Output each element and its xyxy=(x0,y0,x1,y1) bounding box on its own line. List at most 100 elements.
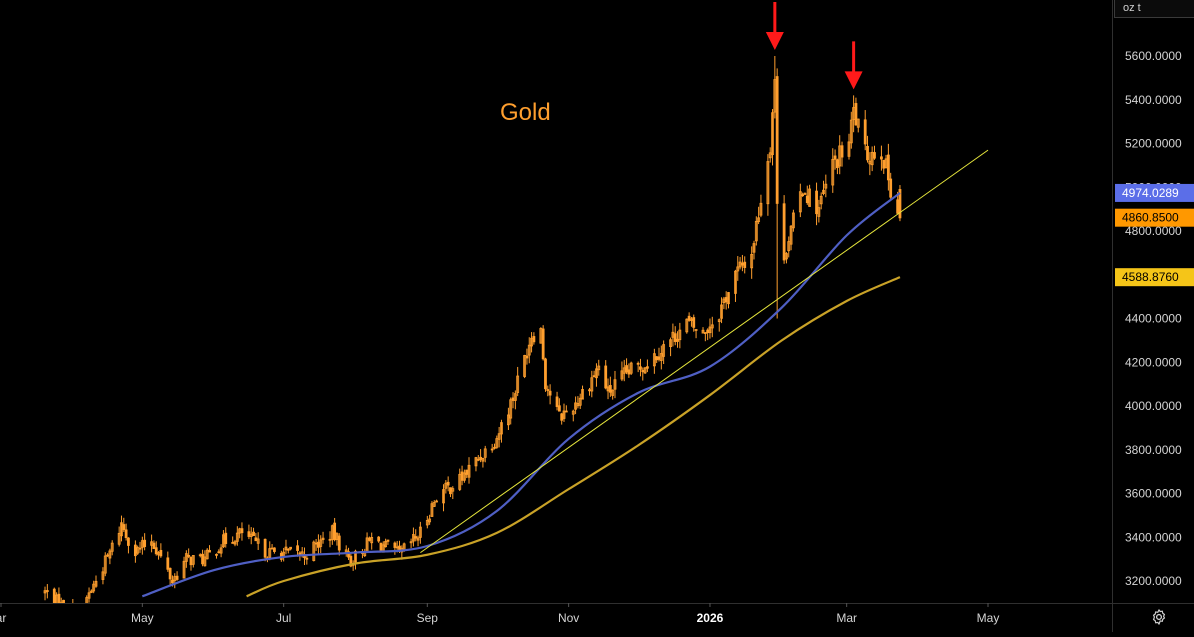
candle-body xyxy=(101,571,105,580)
candle-body xyxy=(678,329,682,341)
candle-body xyxy=(215,553,218,556)
unit-label[interactable]: oz t xyxy=(1114,0,1194,18)
candle-body xyxy=(224,532,228,545)
candle-body xyxy=(203,556,207,567)
candle-body xyxy=(414,536,418,539)
candle-body xyxy=(808,188,811,207)
candle-body xyxy=(706,329,710,334)
candle-body xyxy=(571,410,575,415)
candle-body xyxy=(74,606,76,617)
candle-body xyxy=(608,385,612,393)
candle-body xyxy=(127,537,130,546)
candle-body xyxy=(367,537,371,541)
arrow-head-2 xyxy=(844,71,863,90)
candle-body xyxy=(386,539,390,542)
y-tick-label: 4800.0000 xyxy=(1125,224,1182,238)
candle-body xyxy=(377,536,381,542)
candle-body xyxy=(866,145,869,161)
candle-body xyxy=(822,189,825,194)
gear-icon[interactable] xyxy=(1150,608,1168,626)
candle-body xyxy=(272,547,276,552)
x-tick-label: ar xyxy=(0,611,6,625)
candle-body xyxy=(787,241,791,252)
candle-body xyxy=(465,469,469,475)
candle-body xyxy=(231,542,235,544)
candle-body xyxy=(159,549,163,557)
candle-body xyxy=(205,549,209,560)
candle-body xyxy=(771,112,774,155)
y-tick-label: 4200.0000 xyxy=(1125,355,1182,369)
candle-body xyxy=(849,119,853,144)
candle-body xyxy=(836,159,839,169)
candle-body xyxy=(393,542,397,548)
candle-body xyxy=(217,551,221,554)
candle-body xyxy=(701,329,705,334)
price-badge-label-1: 4974.0289 xyxy=(1122,186,1179,200)
candle-body xyxy=(886,154,890,181)
x-tick-label: Nov xyxy=(558,611,579,625)
x-tick-label: Mar xyxy=(836,611,857,625)
candle-body xyxy=(882,159,886,169)
candle-body xyxy=(708,326,712,334)
candle-body xyxy=(613,379,617,390)
candle-body xyxy=(703,332,707,334)
candle-body xyxy=(428,518,432,523)
y-tick-label: 5200.0000 xyxy=(1125,137,1182,151)
candle-body xyxy=(750,253,754,269)
candle-body xyxy=(219,547,223,554)
candle-body xyxy=(669,339,672,348)
candle-body xyxy=(759,202,763,216)
candle-body xyxy=(460,471,464,481)
candle-body xyxy=(370,537,374,544)
candle-body xyxy=(523,355,527,377)
x-tick-label: May xyxy=(977,611,1000,625)
candle-body xyxy=(873,152,876,159)
candle-body xyxy=(659,353,663,361)
candle-body xyxy=(789,225,793,245)
candle-body xyxy=(284,546,288,551)
y-tick-label: 3400.0000 xyxy=(1125,530,1182,544)
series-line-3 xyxy=(420,149,989,554)
candle-body xyxy=(87,592,91,599)
candle-body xyxy=(662,344,666,357)
y-tick-label: 3800.0000 xyxy=(1125,443,1182,457)
candle-body xyxy=(782,203,786,261)
candle-body xyxy=(254,537,258,542)
candle-body xyxy=(347,551,350,558)
candle-body xyxy=(70,613,72,614)
candle-body xyxy=(604,365,608,389)
candle-body xyxy=(493,446,496,449)
candle-body xyxy=(451,488,455,492)
candle-body xyxy=(182,560,186,579)
y-tick-label: 5600.0000 xyxy=(1125,49,1182,63)
candle-body xyxy=(687,315,691,321)
candle-body xyxy=(803,192,807,195)
candle-body xyxy=(692,317,696,328)
candle-body xyxy=(516,375,520,393)
price-badge-2 xyxy=(1115,208,1194,227)
candle-body xyxy=(449,487,452,495)
candle-body xyxy=(124,529,128,539)
y-tick-label: 4400.0000 xyxy=(1125,312,1182,326)
candle-body xyxy=(641,370,645,373)
y-tick-label: 4000.0000 xyxy=(1125,399,1182,413)
candle-body xyxy=(595,368,598,379)
candle-body xyxy=(597,365,601,371)
candle-body xyxy=(676,338,679,342)
candle-body xyxy=(734,270,737,294)
price-badge-1 xyxy=(1115,183,1194,202)
candle-body xyxy=(754,220,758,242)
candle-body xyxy=(168,567,172,580)
candle-body xyxy=(639,366,642,370)
candle-body xyxy=(724,297,728,303)
candle-body xyxy=(495,438,499,448)
candle-body xyxy=(432,502,436,507)
candle-body xyxy=(191,555,195,565)
candle-body xyxy=(766,161,770,205)
candle-body xyxy=(117,532,121,545)
candle-body xyxy=(590,377,594,392)
candle-body xyxy=(833,155,837,160)
candle-body xyxy=(847,141,851,157)
candle-body xyxy=(208,550,211,553)
